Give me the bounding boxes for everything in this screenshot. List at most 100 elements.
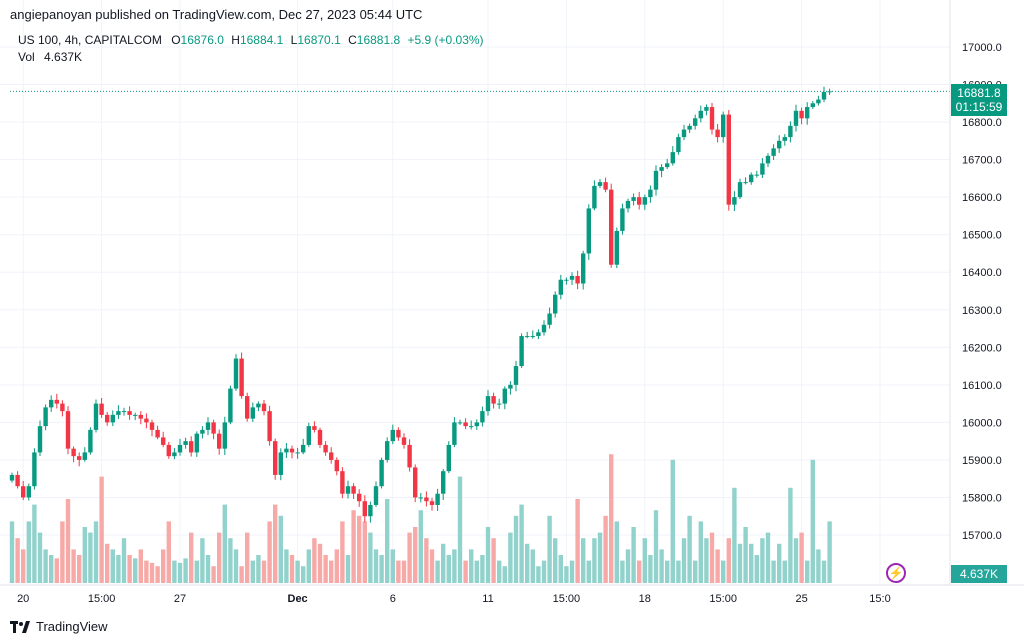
candle-body bbox=[665, 163, 670, 168]
time-tick-label: 20 bbox=[17, 593, 29, 605]
volume-bar bbox=[317, 543, 323, 583]
candle-body bbox=[749, 174, 754, 183]
candle-body bbox=[65, 411, 71, 449]
candle-body bbox=[765, 155, 771, 164]
volume-bar bbox=[681, 538, 687, 583]
volume-bar bbox=[77, 555, 82, 583]
open-value: 16876.0 bbox=[180, 33, 224, 47]
candle-body bbox=[267, 411, 272, 442]
candle-body bbox=[222, 422, 227, 449]
volume-bar bbox=[441, 543, 446, 583]
low-value: 16870.1 bbox=[297, 33, 341, 47]
volume-bar bbox=[749, 543, 754, 583]
volume-bar bbox=[502, 566, 507, 583]
candle-body bbox=[396, 429, 401, 438]
volume-bar bbox=[149, 562, 155, 583]
volume-bar bbox=[105, 543, 110, 583]
lightning-icon[interactable]: ⚡ bbox=[886, 563, 906, 583]
volume-bar bbox=[15, 538, 20, 583]
volume-bar bbox=[65, 499, 71, 583]
candle-body bbox=[519, 336, 524, 367]
time-tick-label: 25 bbox=[795, 593, 807, 605]
candle-body bbox=[704, 107, 709, 111]
candle-body bbox=[228, 388, 233, 423]
time-tick-label: 6 bbox=[390, 593, 396, 605]
candle-body bbox=[177, 444, 183, 453]
volume-bar bbox=[603, 515, 608, 583]
candle-body bbox=[133, 414, 138, 416]
candle-body bbox=[469, 426, 474, 428]
candle-body bbox=[754, 174, 759, 176]
candle-body bbox=[105, 414, 110, 423]
candle-body bbox=[32, 452, 37, 487]
volume-bar bbox=[37, 532, 43, 583]
volume-bar bbox=[665, 560, 670, 583]
candle-body bbox=[200, 429, 205, 434]
candle-body bbox=[625, 200, 631, 209]
volume-tag: 4.637K bbox=[951, 565, 1007, 583]
tradingview-logo-icon bbox=[10, 620, 30, 633]
price-tick-label: 16400.0 bbox=[962, 267, 1002, 279]
volume-label[interactable]: Vol bbox=[18, 50, 35, 64]
volume-bar bbox=[771, 560, 776, 583]
candle-body bbox=[183, 441, 188, 445]
volume-bar bbox=[508, 532, 513, 583]
candle-body bbox=[726, 114, 731, 205]
price-tick-label: 16300.0 bbox=[962, 305, 1002, 317]
candle-body bbox=[799, 110, 804, 119]
volume-bar bbox=[480, 555, 485, 583]
volume-bar bbox=[821, 560, 827, 583]
volume-bar bbox=[687, 515, 692, 583]
volume-bar bbox=[189, 532, 194, 583]
volume-bar bbox=[782, 560, 787, 583]
volume-bar bbox=[777, 543, 782, 583]
symbol-label[interactable]: US 100, 4h, CAPITALCOM bbox=[18, 33, 162, 47]
last-price-tag: 16881.8 01:15:59 bbox=[951, 84, 1007, 117]
candle-body bbox=[485, 396, 491, 412]
volume-bar bbox=[99, 476, 104, 583]
candle-body bbox=[239, 358, 244, 397]
volume-bar bbox=[407, 532, 412, 583]
candle-body bbox=[441, 471, 446, 494]
candle-body bbox=[144, 418, 149, 423]
volume-bar bbox=[435, 560, 440, 583]
volume-bar bbox=[614, 521, 619, 583]
volume-bar bbox=[396, 560, 401, 583]
candle-body bbox=[71, 448, 76, 457]
time-axis[interactable]: 20 15:00 27 Dec 6 11 15:00 18 15:00 25 15:0 bbox=[17, 593, 891, 605]
time-tick-label: 15:00 bbox=[709, 593, 737, 605]
candle-body bbox=[457, 422, 463, 424]
volume-bar bbox=[788, 487, 793, 583]
candle-body bbox=[429, 501, 435, 505]
volume-bar bbox=[816, 549, 821, 583]
volume-bar bbox=[261, 560, 267, 583]
volume-bar bbox=[474, 560, 479, 583]
candle-body bbox=[49, 399, 54, 408]
candle-body bbox=[732, 197, 737, 205]
volume-bar bbox=[284, 549, 289, 583]
volume-bar bbox=[793, 538, 799, 583]
price-tick-label: 16000.0 bbox=[962, 417, 1002, 429]
volume-bar bbox=[485, 527, 491, 583]
chart-grid bbox=[0, 0, 950, 585]
candle-body bbox=[737, 182, 743, 198]
candle-body bbox=[385, 441, 390, 460]
candle-body bbox=[189, 441, 194, 453]
volume-bar bbox=[133, 558, 138, 583]
candle-body bbox=[245, 396, 250, 419]
volume-bar bbox=[217, 532, 222, 583]
volume-bar bbox=[222, 504, 227, 583]
volume-bar bbox=[110, 549, 115, 583]
volume-bar bbox=[653, 510, 659, 583]
open-label: O bbox=[171, 33, 181, 47]
volume-bar bbox=[631, 527, 636, 583]
volume-bar bbox=[239, 566, 244, 583]
volume-bar bbox=[637, 560, 642, 583]
candle-body bbox=[760, 163, 765, 175]
candle-body bbox=[687, 125, 692, 130]
volume-bar bbox=[799, 532, 804, 583]
candle-body bbox=[653, 170, 659, 190]
candle-body bbox=[777, 140, 782, 149]
price-axis[interactable]: 15700.0 15800.0 15900.0 16000.0 16100.0 16200… bbox=[962, 42, 1002, 542]
